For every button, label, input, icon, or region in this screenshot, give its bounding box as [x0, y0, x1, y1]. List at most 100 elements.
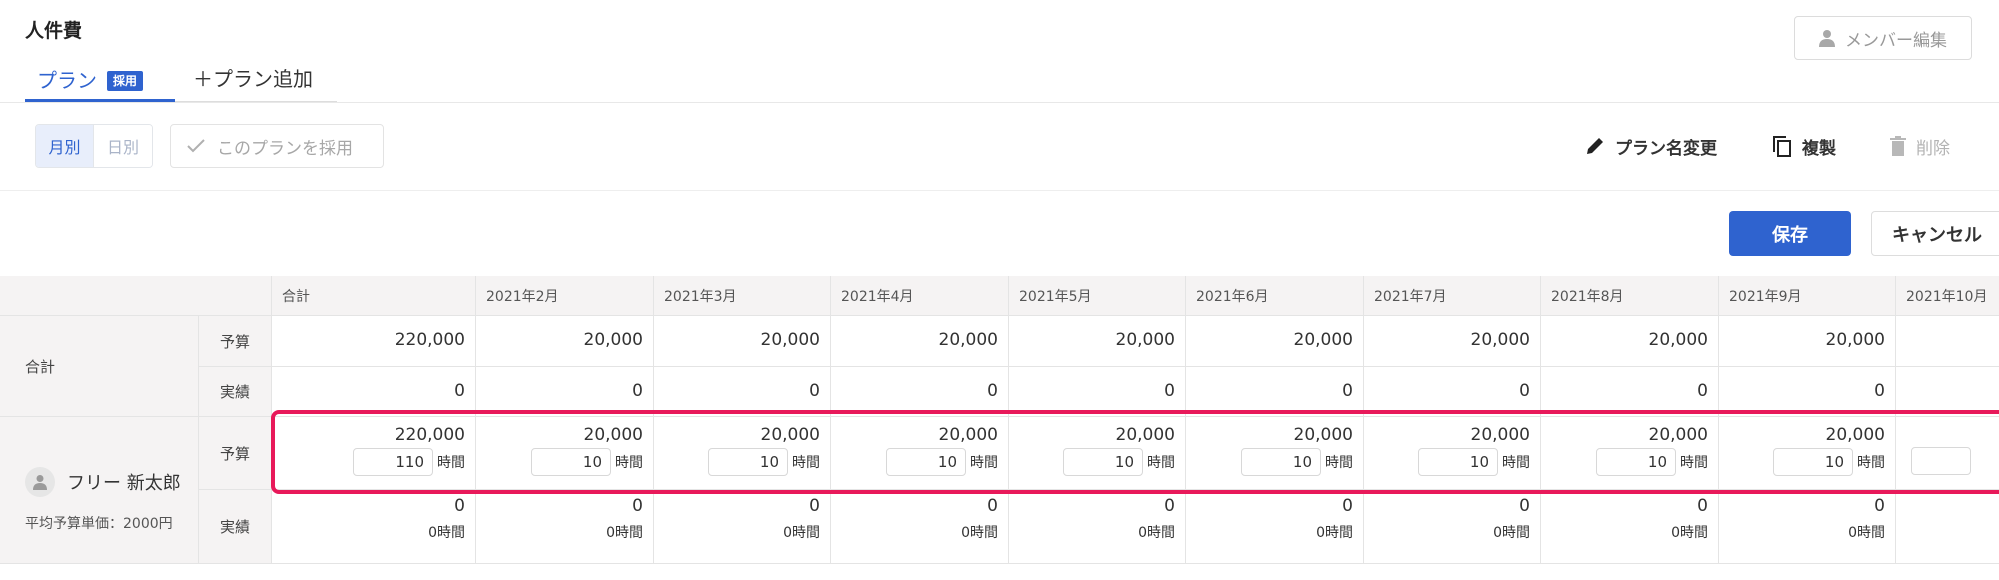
actual-hours: 0時間 — [1671, 525, 1708, 541]
check-icon — [187, 139, 205, 153]
trash-icon — [1890, 136, 1906, 156]
total-budget-cell: 20,000 — [1186, 316, 1364, 367]
hours-unit: 時間 — [1857, 455, 1885, 471]
hours-input[interactable]: 10 — [1773, 448, 1853, 476]
column-header: 2021年10月 — [1896, 276, 1999, 316]
member-budget-cell: 20,000 10 時間 — [654, 417, 831, 490]
member-actual-cell — [1896, 490, 1999, 564]
member-budget-cell: 20,000 10 時間 — [1186, 417, 1364, 490]
hours-unit: 時間 — [1502, 455, 1530, 471]
row-label-budget: 予算 — [199, 417, 272, 490]
actual-hours: 0時間 — [606, 525, 643, 541]
total-budget-cell: 220,000 — [272, 316, 476, 367]
member-budget-cell: 20,000 10 時間 — [1719, 417, 1896, 490]
actual-hours: 0時間 — [1493, 525, 1530, 541]
save-button[interactable]: 保存 — [1729, 211, 1851, 256]
hours-unit: 時間 — [1325, 455, 1353, 471]
member-actual-cell: 0 0時間 — [1186, 490, 1364, 564]
copy-icon — [1773, 136, 1791, 157]
column-header: 2021年3月 — [654, 276, 831, 316]
adopted-badge: 採用 — [107, 70, 144, 91]
actual-hours: 0時間 — [1138, 525, 1175, 541]
rename-plan-label: プラン名変更 — [1615, 138, 1717, 159]
member-actual-cell: 0 0時間 — [1009, 490, 1186, 564]
view-daily-button[interactable]: 日別 — [94, 125, 152, 167]
hours-input[interactable]: 10 — [1241, 448, 1321, 476]
budget-amount: 20,000 — [583, 425, 643, 445]
budget-amount: 20,000 — [1470, 425, 1530, 445]
hours-entry: 10 時間 — [1541, 448, 1708, 476]
column-header: 合計 — [272, 276, 476, 316]
total-actual-cell — [1896, 367, 1999, 417]
adopt-plan-button[interactable]: このプランを採用 — [170, 124, 384, 168]
table-header-corner — [0, 276, 272, 316]
actual-amount: 0 — [1874, 496, 1885, 516]
person-icon — [1819, 30, 1835, 47]
column-header: 2021年4月 — [831, 276, 1009, 316]
tab-plan[interactable]: プラン 採用 — [25, 64, 175, 102]
total-actual-cell: 0 — [654, 367, 831, 417]
hours-input[interactable]: 10 — [531, 448, 611, 476]
delete-button[interactable]: 削除 — [1890, 132, 1950, 160]
budget-amount: 20,000 — [938, 425, 998, 445]
pencil-icon — [1587, 138, 1603, 154]
actual-hours: 0時間 — [428, 525, 465, 541]
budget-amount: 20,000 — [1115, 425, 1175, 445]
actual-amount: 0 — [632, 496, 643, 516]
column-header: 2021年2月 — [476, 276, 654, 316]
view-toggle: 月別 日別 — [35, 124, 153, 168]
member-budget-cell: 20,000 10 時間 — [476, 417, 654, 490]
member-edit-label: メンバー編集 — [1845, 30, 1947, 51]
hours-input[interactable]: 110 — [353, 448, 433, 476]
total-budget-cell: 20,000 — [831, 316, 1009, 367]
hours-entry: 110 時間 — [272, 448, 465, 476]
column-header: 2021年5月 — [1009, 276, 1186, 316]
budget-amount: 20,000 — [760, 425, 820, 445]
cancel-button[interactable]: キャンセル — [1871, 211, 1999, 256]
actual-amount: 0 — [809, 496, 820, 516]
hours-entry: 10 時間 — [654, 448, 820, 476]
member-name: フリー 新太郎 — [67, 473, 181, 494]
member-budget-cell: 220,000 110 時間 — [272, 417, 476, 490]
duplicate-label: 複製 — [1802, 138, 1836, 159]
hours-entry — [1896, 447, 1999, 475]
member-budget-cell: 20,000 10 時間 — [831, 417, 1009, 490]
actual-amount: 0 — [987, 496, 998, 516]
hours-input[interactable]: 10 — [1596, 448, 1676, 476]
hours-entry: 10 時間 — [1186, 448, 1353, 476]
actual-amount: 0 — [1342, 496, 1353, 516]
row-label-actual: 実績 — [199, 490, 272, 564]
adopt-plan-label: このプランを採用 — [217, 138, 353, 159]
view-monthly-button[interactable]: 月別 — [36, 125, 94, 167]
member-actual-cell: 0 0時間 — [654, 490, 831, 564]
total-budget-cell: 20,000 — [654, 316, 831, 367]
member-actual-cell: 0 0時間 — [831, 490, 1009, 564]
actual-amount: 0 — [1164, 496, 1175, 516]
hours-input[interactable]: 10 — [1063, 448, 1143, 476]
rename-plan-button[interactable]: プラン名変更 — [1585, 132, 1717, 160]
total-group-label: 合計 — [0, 316, 199, 417]
hours-input[interactable]: 10 — [708, 448, 788, 476]
hours-unit: 時間 — [437, 455, 465, 471]
hours-unit: 時間 — [1147, 455, 1175, 471]
hours-input[interactable]: 10 — [886, 448, 966, 476]
member-budget-cell: 20,000 10 時間 — [1009, 417, 1186, 490]
member-edit-button[interactable]: メンバー編集 — [1794, 16, 1972, 60]
member-actual-cell: 0 0時間 — [272, 490, 476, 564]
hours-entry: 10 時間 — [476, 448, 643, 476]
member-actual-cell: 0 0時間 — [1364, 490, 1541, 564]
add-plan-tab[interactable]: ＋プラン追加 — [193, 67, 313, 91]
hours-unit: 時間 — [1680, 455, 1708, 471]
member-budget-cell — [1896, 417, 1999, 490]
total-budget-cell: 20,000 — [1541, 316, 1719, 367]
member-budget-cell: 20,000 10 時間 — [1364, 417, 1541, 490]
column-header: 2021年9月 — [1719, 276, 1896, 316]
hours-input[interactable]: 10 — [1418, 448, 1498, 476]
total-actual-cell: 0 — [831, 367, 1009, 417]
plan-tabs: プラン 採用 ＋プラン追加 — [25, 64, 337, 102]
duplicate-button[interactable]: 複製 — [1772, 132, 1836, 160]
tab-plan-label: プラン — [37, 68, 97, 93]
delete-label: 削除 — [1916, 138, 1950, 159]
hours-input[interactable] — [1911, 447, 1971, 475]
total-actual-cell: 0 — [1719, 367, 1896, 417]
